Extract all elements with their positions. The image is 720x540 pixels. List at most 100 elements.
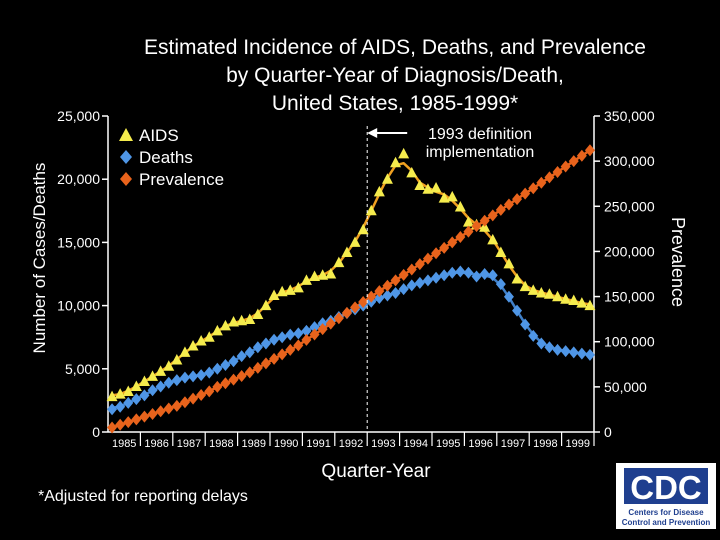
prevalence-point <box>520 187 531 200</box>
aids-point <box>244 313 256 325</box>
logo-letters: CDC <box>630 469 702 506</box>
y-left-tick-label: 20,000 <box>57 171 100 187</box>
aids-point <box>365 204 377 216</box>
series-marks <box>106 144 596 434</box>
y-left-tick-label: 0 <box>92 424 100 440</box>
aids-point <box>414 179 426 191</box>
aids-point <box>122 385 134 397</box>
legend-label-deaths: Deaths <box>139 148 193 167</box>
deaths-point <box>260 337 271 350</box>
prevalence-point <box>131 413 142 426</box>
aids-point <box>228 316 240 327</box>
deaths-point <box>293 327 304 340</box>
aids-point <box>560 293 572 304</box>
prevalence-point <box>220 377 231 390</box>
x-tick-label: 1997 <box>501 438 525 450</box>
title-line-2: by Quarter-Year of Diagnosis/Death, <box>226 64 564 87</box>
deaths-point <box>171 374 182 387</box>
prevalence-point <box>212 380 223 393</box>
deaths-point <box>398 283 409 296</box>
deaths-point <box>552 343 563 356</box>
deaths-point <box>439 269 450 282</box>
x-tick-label: 1991 <box>306 438 330 450</box>
aids-point <box>406 166 418 178</box>
deaths-point <box>528 329 539 342</box>
aids-point <box>252 308 264 319</box>
aids-point <box>535 286 547 298</box>
aids-point <box>584 299 596 311</box>
aids-point <box>543 288 555 299</box>
deaths-point <box>431 271 442 284</box>
deaths-point <box>406 279 417 292</box>
x-tick-label: 1985 <box>112 438 136 450</box>
prevalence-point <box>366 290 377 303</box>
x-tick-label: 1999 <box>566 438 590 450</box>
aids-point <box>309 270 321 282</box>
deaths-point <box>179 371 190 384</box>
aids-point <box>138 375 150 386</box>
aids-point <box>333 256 345 268</box>
legend: AIDS Deaths Prevalence <box>119 126 224 189</box>
aids-point <box>219 319 231 331</box>
x-tick-label: 1989 <box>242 438 266 450</box>
deaths-point <box>447 266 458 279</box>
x-tick-label: 1986 <box>144 438 168 450</box>
prevalence-point <box>544 171 555 184</box>
aids-point <box>552 290 564 302</box>
deaths-point <box>139 389 150 402</box>
prevalence-point <box>228 373 239 386</box>
deaths-point <box>269 333 280 346</box>
prevalence-point <box>414 258 425 271</box>
deaths-point <box>244 346 255 359</box>
prevalence-point <box>560 160 571 173</box>
prevalence-point <box>107 421 118 434</box>
x-tick-label: 1996 <box>468 438 492 450</box>
prevalence-point <box>277 348 288 361</box>
y-right-tick-label: 50,000 <box>604 379 647 395</box>
prevalence-point <box>528 182 539 195</box>
y-right-tick-label: 150,000 <box>604 289 655 305</box>
deaths-point <box>487 269 498 282</box>
tick-labels: 0 5,000 10,000 15,000 20,000 25,000 0 50,000 100… <box>57 108 655 450</box>
prevalence-point <box>431 247 442 260</box>
deaths-point <box>115 400 126 413</box>
deaths-point <box>536 337 547 350</box>
deaths-point <box>503 290 514 303</box>
deaths-point <box>204 366 215 379</box>
prevalence-point <box>317 323 328 336</box>
aids-point <box>341 246 353 258</box>
prevalence-point <box>139 410 150 423</box>
deaths-point <box>414 276 425 289</box>
logo-line-2: Control and Prevention <box>622 518 711 527</box>
deaths-point <box>123 396 134 409</box>
deaths-point <box>277 331 288 344</box>
y-left-tick-label: 15,000 <box>57 234 100 250</box>
deaths-point <box>584 348 595 361</box>
aids-point <box>268 289 280 300</box>
y-axis-title-left: Number of Cases/Deaths <box>30 163 49 354</box>
x-tick-label: 1992 <box>339 438 363 450</box>
prevalence-point <box>236 370 247 383</box>
deaths-point <box>576 347 587 360</box>
prevalence-point <box>374 285 385 298</box>
prevalence-point <box>495 203 506 216</box>
title-line-3: United States, 1985-1999* <box>271 92 519 115</box>
cdc-logo: CDC Centers for Disease Control and Prev… <box>616 463 716 529</box>
prevalence-point <box>309 328 320 341</box>
series-lines <box>111 149 591 429</box>
prevalence-point <box>471 220 482 233</box>
prevalence-point <box>252 361 263 374</box>
deaths-point <box>285 328 296 341</box>
aids-point <box>260 299 272 311</box>
aids-point <box>276 285 288 297</box>
aids-point <box>325 268 337 279</box>
aids-point <box>147 370 159 381</box>
legend-marker-prevalence <box>120 172 132 186</box>
prevalence-point <box>455 230 466 243</box>
legend-marker-deaths <box>120 150 132 164</box>
deaths-point <box>422 274 433 287</box>
deaths-point <box>455 265 466 278</box>
y-left-tick-label: 5,000 <box>65 361 100 377</box>
aids-point <box>236 314 248 326</box>
